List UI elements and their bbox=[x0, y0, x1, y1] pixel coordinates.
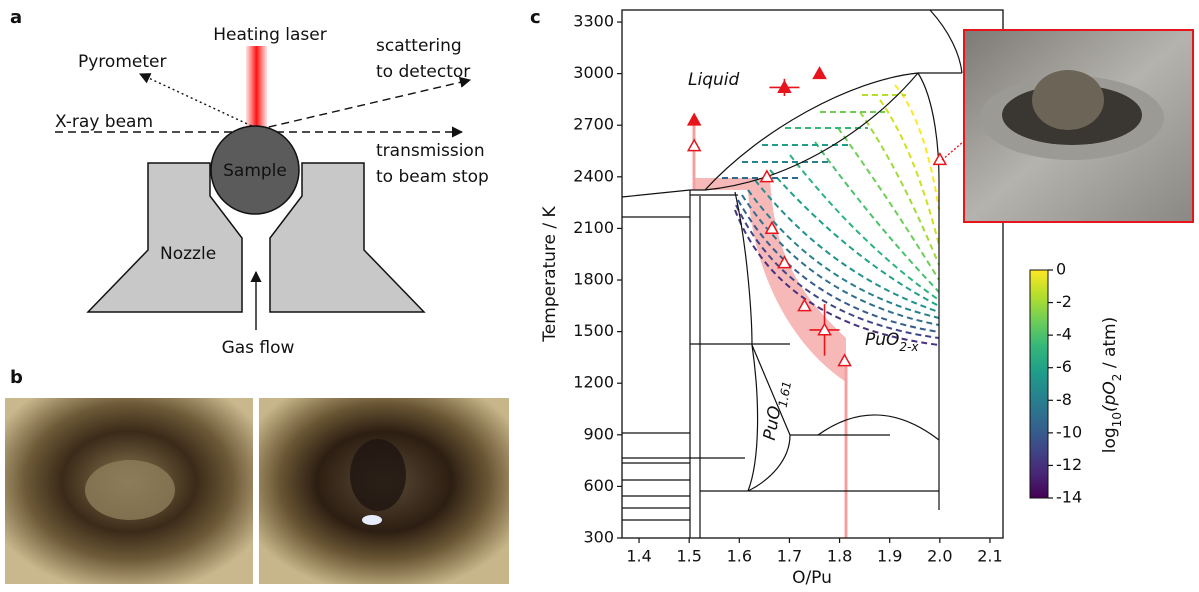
x-tick-label: 1.8 bbox=[827, 547, 852, 566]
y-axis-label: Temperature / K bbox=[540, 205, 560, 342]
label: to detector bbox=[376, 62, 470, 82]
label: scattering bbox=[376, 36, 462, 56]
annotation-sub: 1.61 bbox=[775, 380, 793, 409]
colorbar: log10(pO2 / atm) 0 -2 -4 -6 -8 -10 -12 -14 bbox=[1030, 260, 1124, 507]
point bbox=[688, 140, 700, 151]
colorbar-tick-label: -14 bbox=[1056, 488, 1082, 507]
y-tick-label: 3300 bbox=[573, 12, 614, 31]
panel-c: c bbox=[530, 7, 1193, 588]
colorbar-bar bbox=[1030, 270, 1048, 498]
x-tick-label: 1.7 bbox=[777, 547, 802, 566]
x-tick-label: 1.4 bbox=[626, 547, 651, 566]
colorbar-tick-label: -12 bbox=[1056, 455, 1082, 474]
panel-label: c bbox=[530, 7, 541, 28]
y-tick-label: 1200 bbox=[573, 373, 614, 392]
x-tick-label: 1.9 bbox=[877, 547, 902, 566]
figure: a Heating laser Pyrometer scattering to … bbox=[0, 0, 1199, 592]
point bbox=[934, 154, 946, 165]
photo-detail bbox=[85, 460, 175, 520]
label: Heating laser bbox=[213, 25, 326, 45]
point bbox=[814, 68, 826, 79]
colorbar-tick-label: -6 bbox=[1056, 357, 1072, 376]
y-tick-label: 600 bbox=[583, 476, 614, 495]
label: transmission bbox=[376, 141, 485, 161]
colorbar-tick-label: -4 bbox=[1056, 325, 1072, 344]
colorbar-tick-label: -8 bbox=[1056, 390, 1072, 409]
x-tick-label: 1.6 bbox=[727, 547, 752, 566]
colorbar-label-text: / atm) bbox=[1100, 317, 1120, 374]
annotation-text: PuO bbox=[865, 330, 899, 350]
y-tick-label: 2400 bbox=[573, 166, 614, 185]
panel-label: b bbox=[10, 367, 23, 388]
colorbar-label-text: log bbox=[1100, 427, 1120, 453]
y-tick-label: 1800 bbox=[573, 270, 614, 289]
inset-connector bbox=[942, 142, 963, 160]
colorbar-tick-label: -2 bbox=[1056, 292, 1072, 311]
photo-detail bbox=[362, 515, 382, 525]
photo-detail bbox=[350, 439, 406, 511]
shaded-region bbox=[695, 178, 846, 382]
point bbox=[688, 114, 700, 125]
label: Pyrometer bbox=[78, 52, 166, 72]
panel-a: a Heating laser Pyrometer scattering to … bbox=[10, 7, 489, 358]
colorbar-label-sub: 10 bbox=[1110, 412, 1124, 427]
inset-detail bbox=[1032, 70, 1104, 130]
label: Sample bbox=[223, 161, 287, 181]
arrow bbox=[140, 74, 256, 128]
label: to beam stop bbox=[376, 167, 489, 187]
y-tick-label: 2700 bbox=[573, 115, 614, 134]
y-tick-label: 300 bbox=[583, 528, 614, 547]
x-tick-label: 1.5 bbox=[676, 547, 701, 566]
annotation-text: PuO bbox=[760, 404, 786, 441]
inset-photo bbox=[964, 30, 1193, 222]
x-tick-label: 2.0 bbox=[927, 547, 952, 566]
annotation: Liquid bbox=[688, 70, 739, 90]
panel-label: a bbox=[10, 7, 22, 28]
label: Nozzle bbox=[160, 244, 216, 264]
colorbar-label: log10(pO2 / atm) bbox=[1100, 317, 1124, 453]
colorbar-label-text: (pO bbox=[1100, 381, 1120, 412]
panel-b: b bbox=[5, 367, 509, 584]
x-axis-label: O/Pu bbox=[792, 568, 832, 588]
colorbar-tick-label: -10 bbox=[1056, 422, 1082, 441]
label: Gas flow bbox=[222, 338, 295, 358]
x-tick-label: 2.1 bbox=[977, 547, 1002, 566]
arrow bbox=[256, 80, 470, 130]
y-tick-label: 1500 bbox=[573, 321, 614, 340]
annotation-sub: 2-x bbox=[899, 340, 919, 354]
annotation-text: Liquid bbox=[688, 70, 739, 90]
colorbar-tick-label: 0 bbox=[1056, 260, 1066, 279]
label: X-ray beam bbox=[55, 112, 153, 132]
laser-beam bbox=[246, 46, 267, 130]
plot-frame bbox=[622, 10, 1003, 538]
y-tick-label: 3000 bbox=[573, 63, 614, 82]
y-tick-label: 900 bbox=[583, 424, 614, 443]
colorbar-label-sub: 2 bbox=[1110, 374, 1124, 382]
y-tick-label: 2100 bbox=[573, 218, 614, 237]
